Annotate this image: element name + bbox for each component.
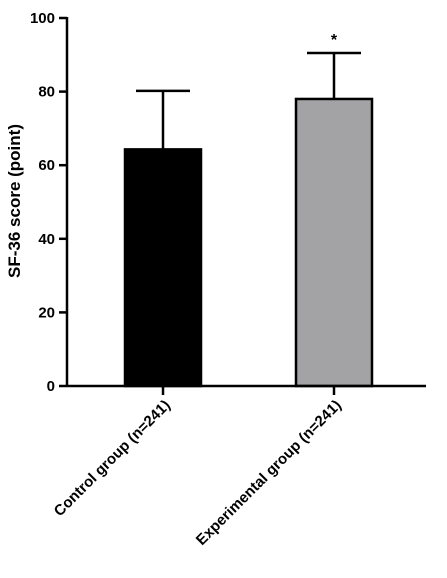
y-axis-ticks: 0 20 40 60 80 100 xyxy=(30,10,67,395)
bar xyxy=(294,97,374,388)
y-axis-label: SF-36 score (point) xyxy=(5,124,24,278)
y-tick-label: 0 xyxy=(47,378,55,395)
x-axis-ticks xyxy=(161,386,336,395)
y-tick-label: 40 xyxy=(38,231,55,248)
error-bar xyxy=(136,89,190,150)
bar xyxy=(123,148,203,388)
error-bar xyxy=(307,51,361,99)
significance-marker: * xyxy=(331,32,338,49)
error-bars xyxy=(136,51,361,150)
y-tick-label: 80 xyxy=(38,84,55,101)
significance-annotations: * xyxy=(331,32,338,49)
bars xyxy=(123,97,374,388)
y-tick-label: 60 xyxy=(38,157,55,174)
x-category-label: Experimental group (n=241) xyxy=(193,397,345,549)
x-category-label: Control group (n=241) xyxy=(51,397,174,520)
y-tick-label: 100 xyxy=(30,10,55,27)
y-tick-label: 20 xyxy=(38,304,55,321)
x-axis-category-labels: Control group (n=241) Experimental group … xyxy=(51,397,345,549)
